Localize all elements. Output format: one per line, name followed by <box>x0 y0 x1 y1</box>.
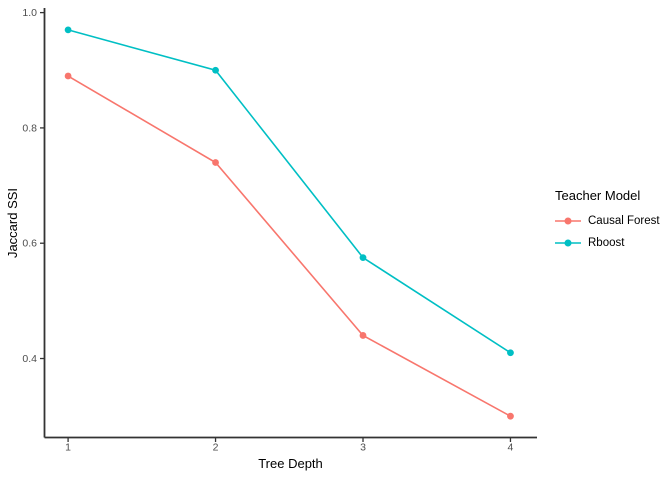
x-axis-title: Tree Depth <box>258 456 323 471</box>
y-tick-label: 0.8 <box>22 122 37 134</box>
data-point <box>507 349 514 357</box>
legend-title: Teacher Model <box>555 188 641 203</box>
y-tick-label: 0.4 <box>22 353 37 365</box>
series-line-rboost <box>67 29 511 354</box>
data-point <box>359 332 367 339</box>
legend-key-line-dot-icon <box>555 239 581 247</box>
legend-key-line-dot-icon <box>555 217 581 225</box>
legend-label-causal-forest: Causal Forest <box>588 215 660 227</box>
y-tick-label: 1.0 <box>22 7 37 19</box>
data-point <box>212 66 219 74</box>
legend-item-causal-forest: Causal Forest <box>555 213 660 229</box>
series-line-causal-forest <box>67 75 511 417</box>
legend-label-rboost: Rboost <box>588 237 625 249</box>
data-point <box>64 26 72 34</box>
data-point <box>507 412 514 420</box>
y-tick-label: 0.6 <box>22 238 37 250</box>
x-tick-label: 4 <box>508 442 514 454</box>
data-point <box>212 159 219 166</box>
legend: Teacher Model Causal Forest Rboost <box>555 188 660 257</box>
x-tick-label: 2 <box>213 442 219 454</box>
legend-item-rboost: Rboost <box>555 235 660 251</box>
data-point <box>359 254 367 262</box>
data-point <box>64 72 72 80</box>
x-tick-label: 3 <box>360 442 366 454</box>
y-axis-title: Jaccard SSI <box>5 187 20 259</box>
x-tick-label: 1 <box>65 442 71 454</box>
